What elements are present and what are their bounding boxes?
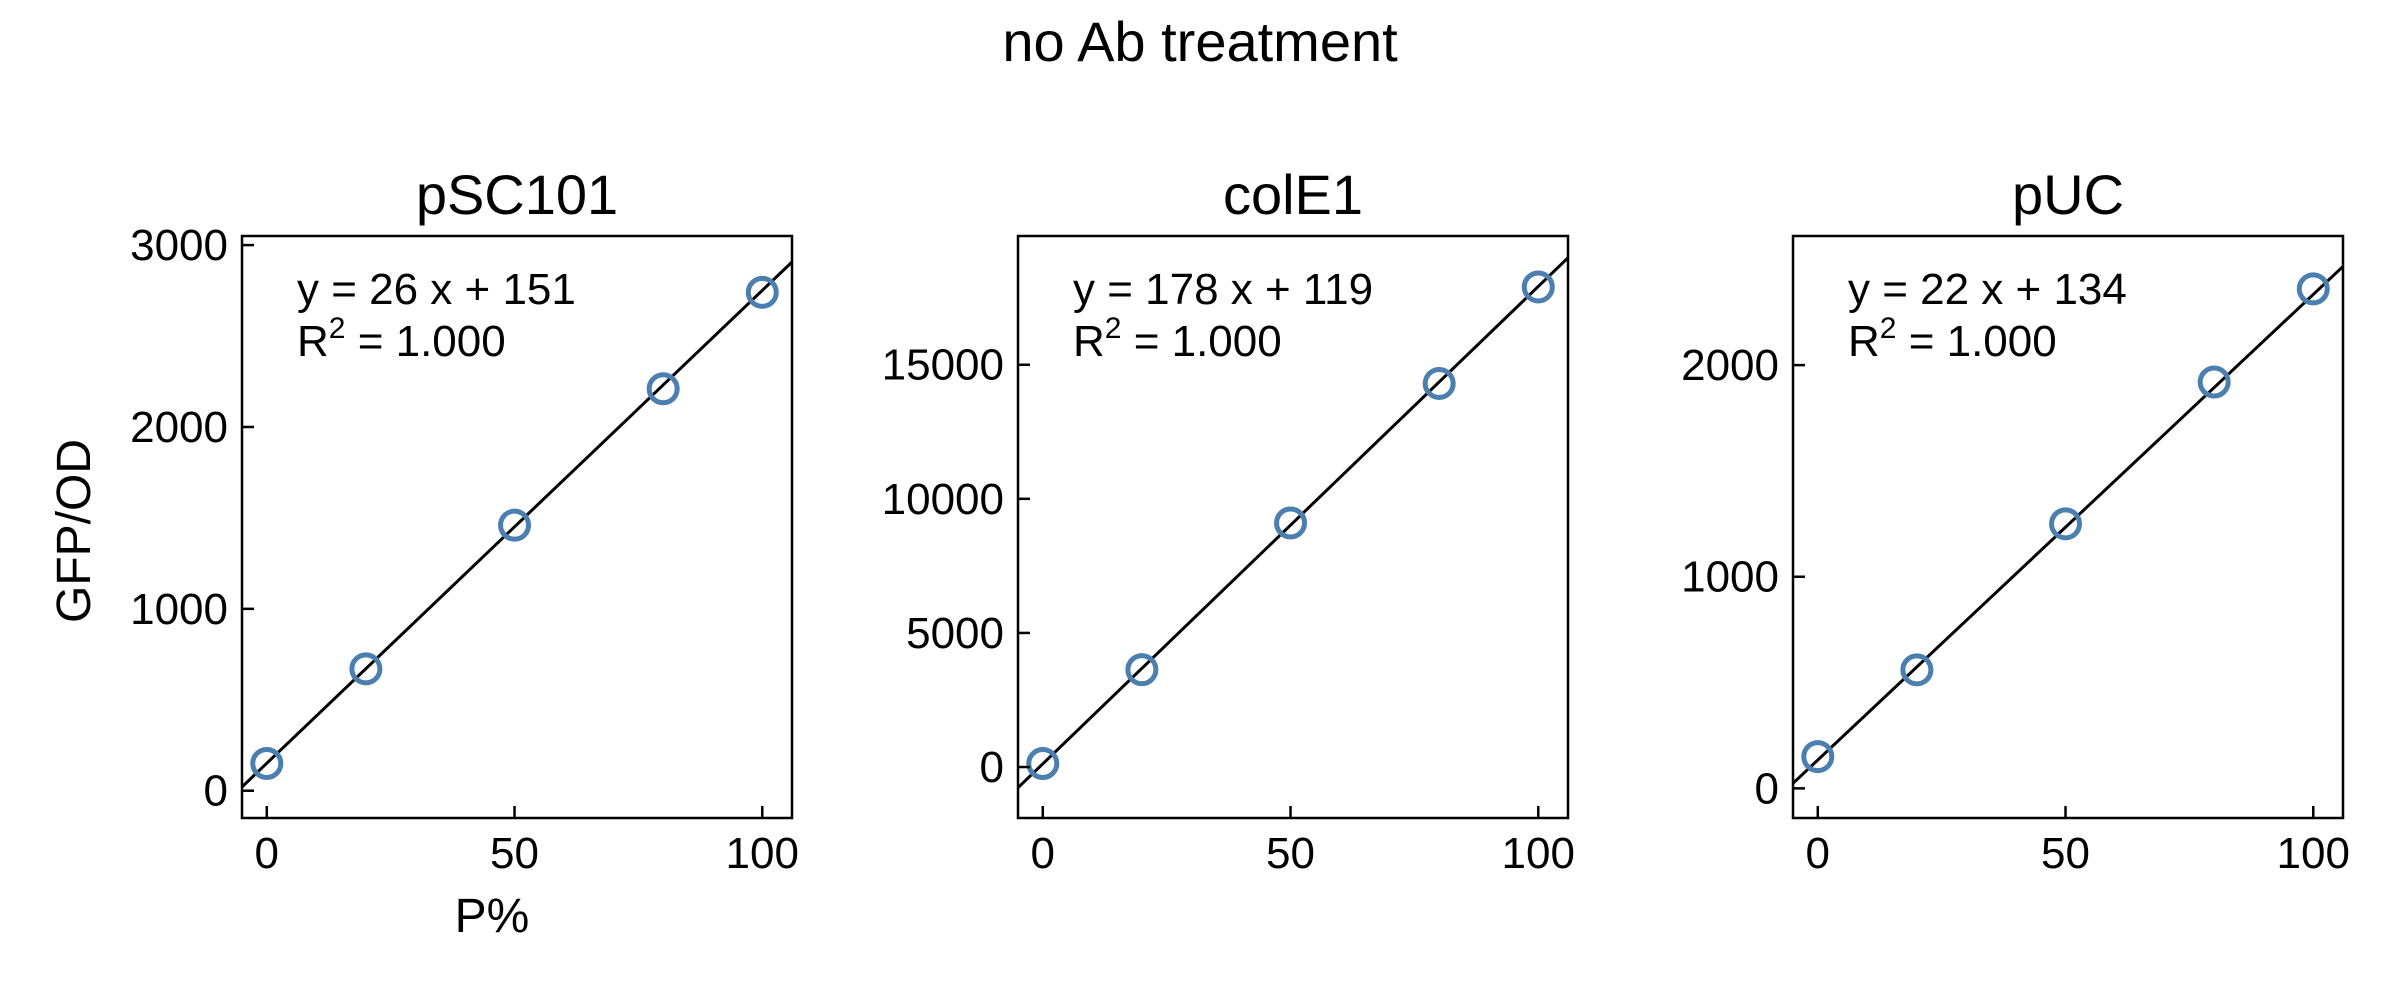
data-point	[646, 372, 680, 406]
y-tick-label: 2000	[130, 403, 228, 452]
y-tick-label: 3000	[130, 221, 228, 270]
y-tick-label: 0	[204, 767, 228, 816]
data-point	[1521, 270, 1555, 304]
x-tick-label: 0	[1031, 829, 1055, 878]
data-point	[1026, 747, 1060, 781]
y-tick-label: 10000	[882, 475, 1004, 524]
panel-title: pUC	[2012, 163, 2124, 226]
y-tick-label: 0	[1755, 764, 1779, 813]
data-point	[2296, 272, 2330, 306]
data-point	[1801, 740, 1835, 774]
x-tick-label: 0	[1806, 829, 1830, 878]
fit-equation: y = 22 x + 134	[1848, 265, 2127, 314]
data-point	[1274, 506, 1308, 540]
x-tick-label: 100	[2277, 829, 2350, 878]
x-tick-label: 50	[490, 829, 539, 878]
data-point	[1125, 653, 1159, 687]
fit-r2: R2 = 1.000	[1848, 312, 2057, 366]
data-point	[1422, 367, 1456, 401]
y-tick-label: 15000	[882, 341, 1004, 390]
fit-line	[1793, 265, 2343, 785]
figure-suptitle: no Ab treatment	[1002, 10, 1398, 73]
data-point	[498, 508, 532, 542]
y-tick-label: 5000	[906, 609, 1004, 658]
fit-equation: y = 26 x + 151	[297, 265, 576, 314]
fit-equation: y = 178 x + 119	[1073, 265, 1373, 314]
chart-panel-1: 0 50 100 0 5000 10000 15000 colE1 y = 178 x + 11…	[882, 163, 1575, 878]
fit-line	[1018, 256, 1568, 789]
panel-title: pSC101	[416, 163, 618, 226]
x-tick-label: 50	[1266, 829, 1315, 878]
x-axis-label: P%	[455, 890, 530, 943]
data-point	[349, 652, 383, 686]
fit-line	[242, 260, 792, 788]
x-tick-label: 0	[255, 829, 279, 878]
y-tick-label: 1000	[1681, 553, 1779, 602]
data-point	[2197, 365, 2231, 399]
data-point	[2049, 507, 2083, 541]
y-tick-label: 0	[980, 743, 1004, 792]
fit-r2: R2 = 1.000	[1073, 312, 1282, 366]
x-tick-label: 50	[2041, 829, 2090, 878]
data-point	[250, 746, 284, 780]
panel-title: colE1	[1223, 163, 1363, 226]
axes-frame	[240, 234, 794, 820]
y-tick-label: 2000	[1681, 341, 1779, 390]
x-tick-label: 100	[726, 829, 799, 878]
fit-r2: R2 = 1.000	[297, 312, 506, 366]
axes-frame	[1016, 234, 1570, 820]
data-point	[1900, 653, 1934, 687]
x-tick-label: 100	[1502, 829, 1575, 878]
data-point	[745, 275, 779, 309]
axes-frame	[1791, 234, 2345, 820]
y-axis-label: GFP/OD	[48, 439, 101, 623]
y-tick-label: 1000	[130, 585, 228, 634]
